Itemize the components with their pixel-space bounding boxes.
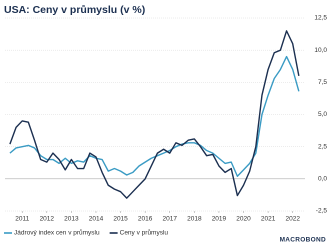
x-tick-label: 2011 [15, 216, 29, 223]
legend-label: Jádrový index cen v průmyslu [14, 229, 100, 237]
y-tick-label: 7,5 [318, 79, 327, 86]
x-tick-label: 2021 [261, 216, 276, 223]
x-tick-label: 2019 [212, 216, 227, 223]
x-tick-label: 2018 [187, 216, 202, 223]
chart-title: USA: Ceny v průmyslu (v %) [4, 4, 145, 16]
x-tick-label: 2012 [40, 216, 55, 223]
x-tick-label: 2020 [236, 216, 251, 223]
y-tick-label: 2,5 [318, 143, 327, 150]
x-tick-label: 2016 [138, 216, 153, 223]
x-tick-label: 2013 [64, 216, 79, 223]
y-tick-label: 10,0 [314, 47, 327, 54]
x-tick-label: 2022 [285, 216, 300, 223]
series-line [9, 30, 300, 199]
x-tick-label: 2017 [163, 216, 178, 223]
y-tick-label: 5,0 [318, 111, 327, 118]
series-line [9, 55, 300, 177]
x-tick-label: 2015 [113, 216, 128, 223]
x-tick-label: 2014 [89, 216, 104, 223]
source-logo: MACROBOND [280, 237, 326, 244]
y-tick-label: 0,0 [318, 176, 327, 183]
y-tick-label: 12,5 [314, 15, 327, 22]
y-tick-label: -2,5 [316, 208, 328, 215]
legend-label: Ceny v průmyslu [120, 229, 169, 237]
